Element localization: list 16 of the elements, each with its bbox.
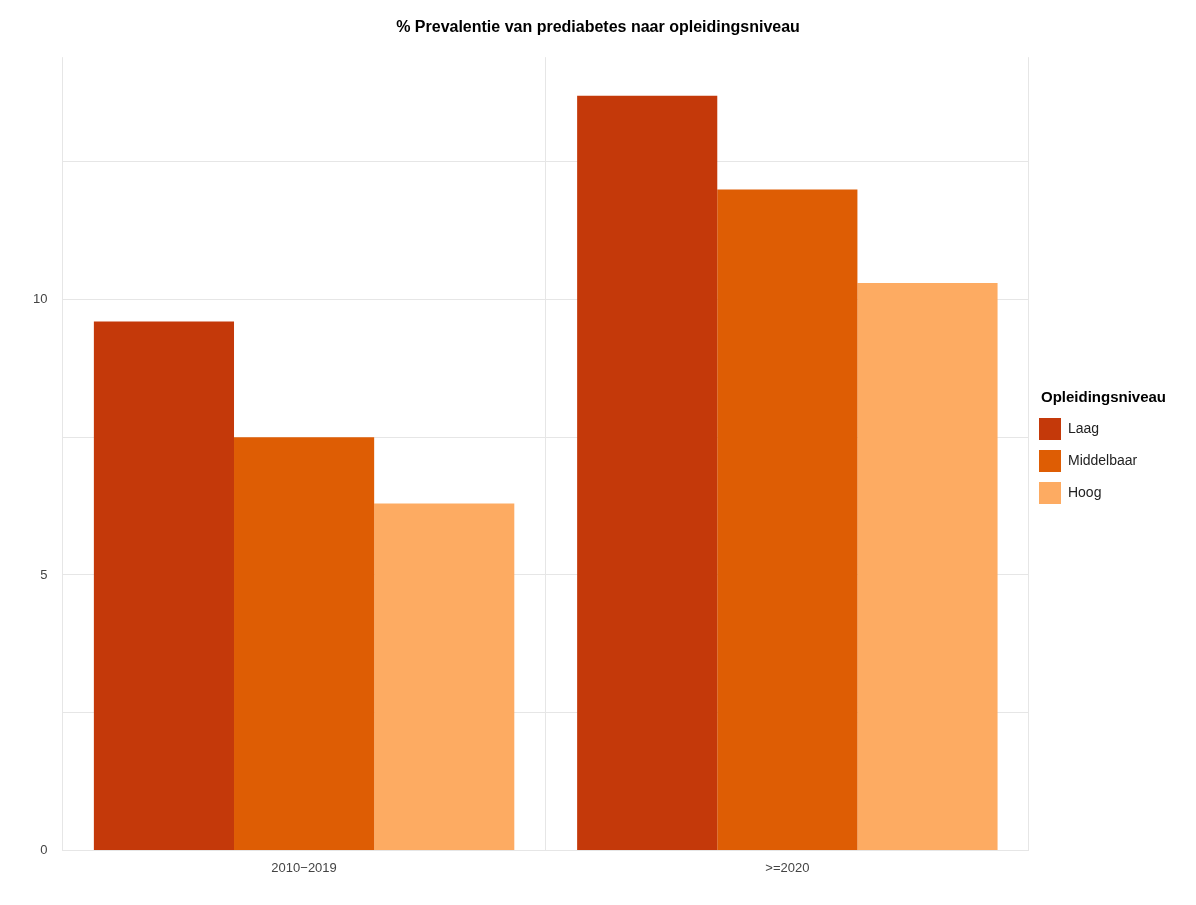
y-tick-label: 0: [40, 841, 48, 857]
bar: [577, 95, 718, 850]
legend-title: Opleidingsniveau: [1040, 387, 1166, 405]
bar: [234, 437, 375, 850]
bar: [857, 283, 998, 850]
legend-label: Hoog: [1067, 483, 1102, 500]
x-tick-label: 2010−2019: [271, 859, 337, 875]
x-tick-label: >=2020: [765, 859, 810, 875]
y-tick-label: 5: [40, 566, 48, 582]
chart-title: % Prevalentie van prediabetes naar opleidingsniveau: [396, 18, 800, 36]
bar: [93, 321, 235, 850]
legend-label: Laag: [1067, 419, 1100, 436]
y-tick-label: 10: [32, 291, 48, 307]
bar: [717, 189, 858, 850]
bar: [374, 503, 515, 850]
legend-label: Middelbaar: [1067, 451, 1138, 468]
